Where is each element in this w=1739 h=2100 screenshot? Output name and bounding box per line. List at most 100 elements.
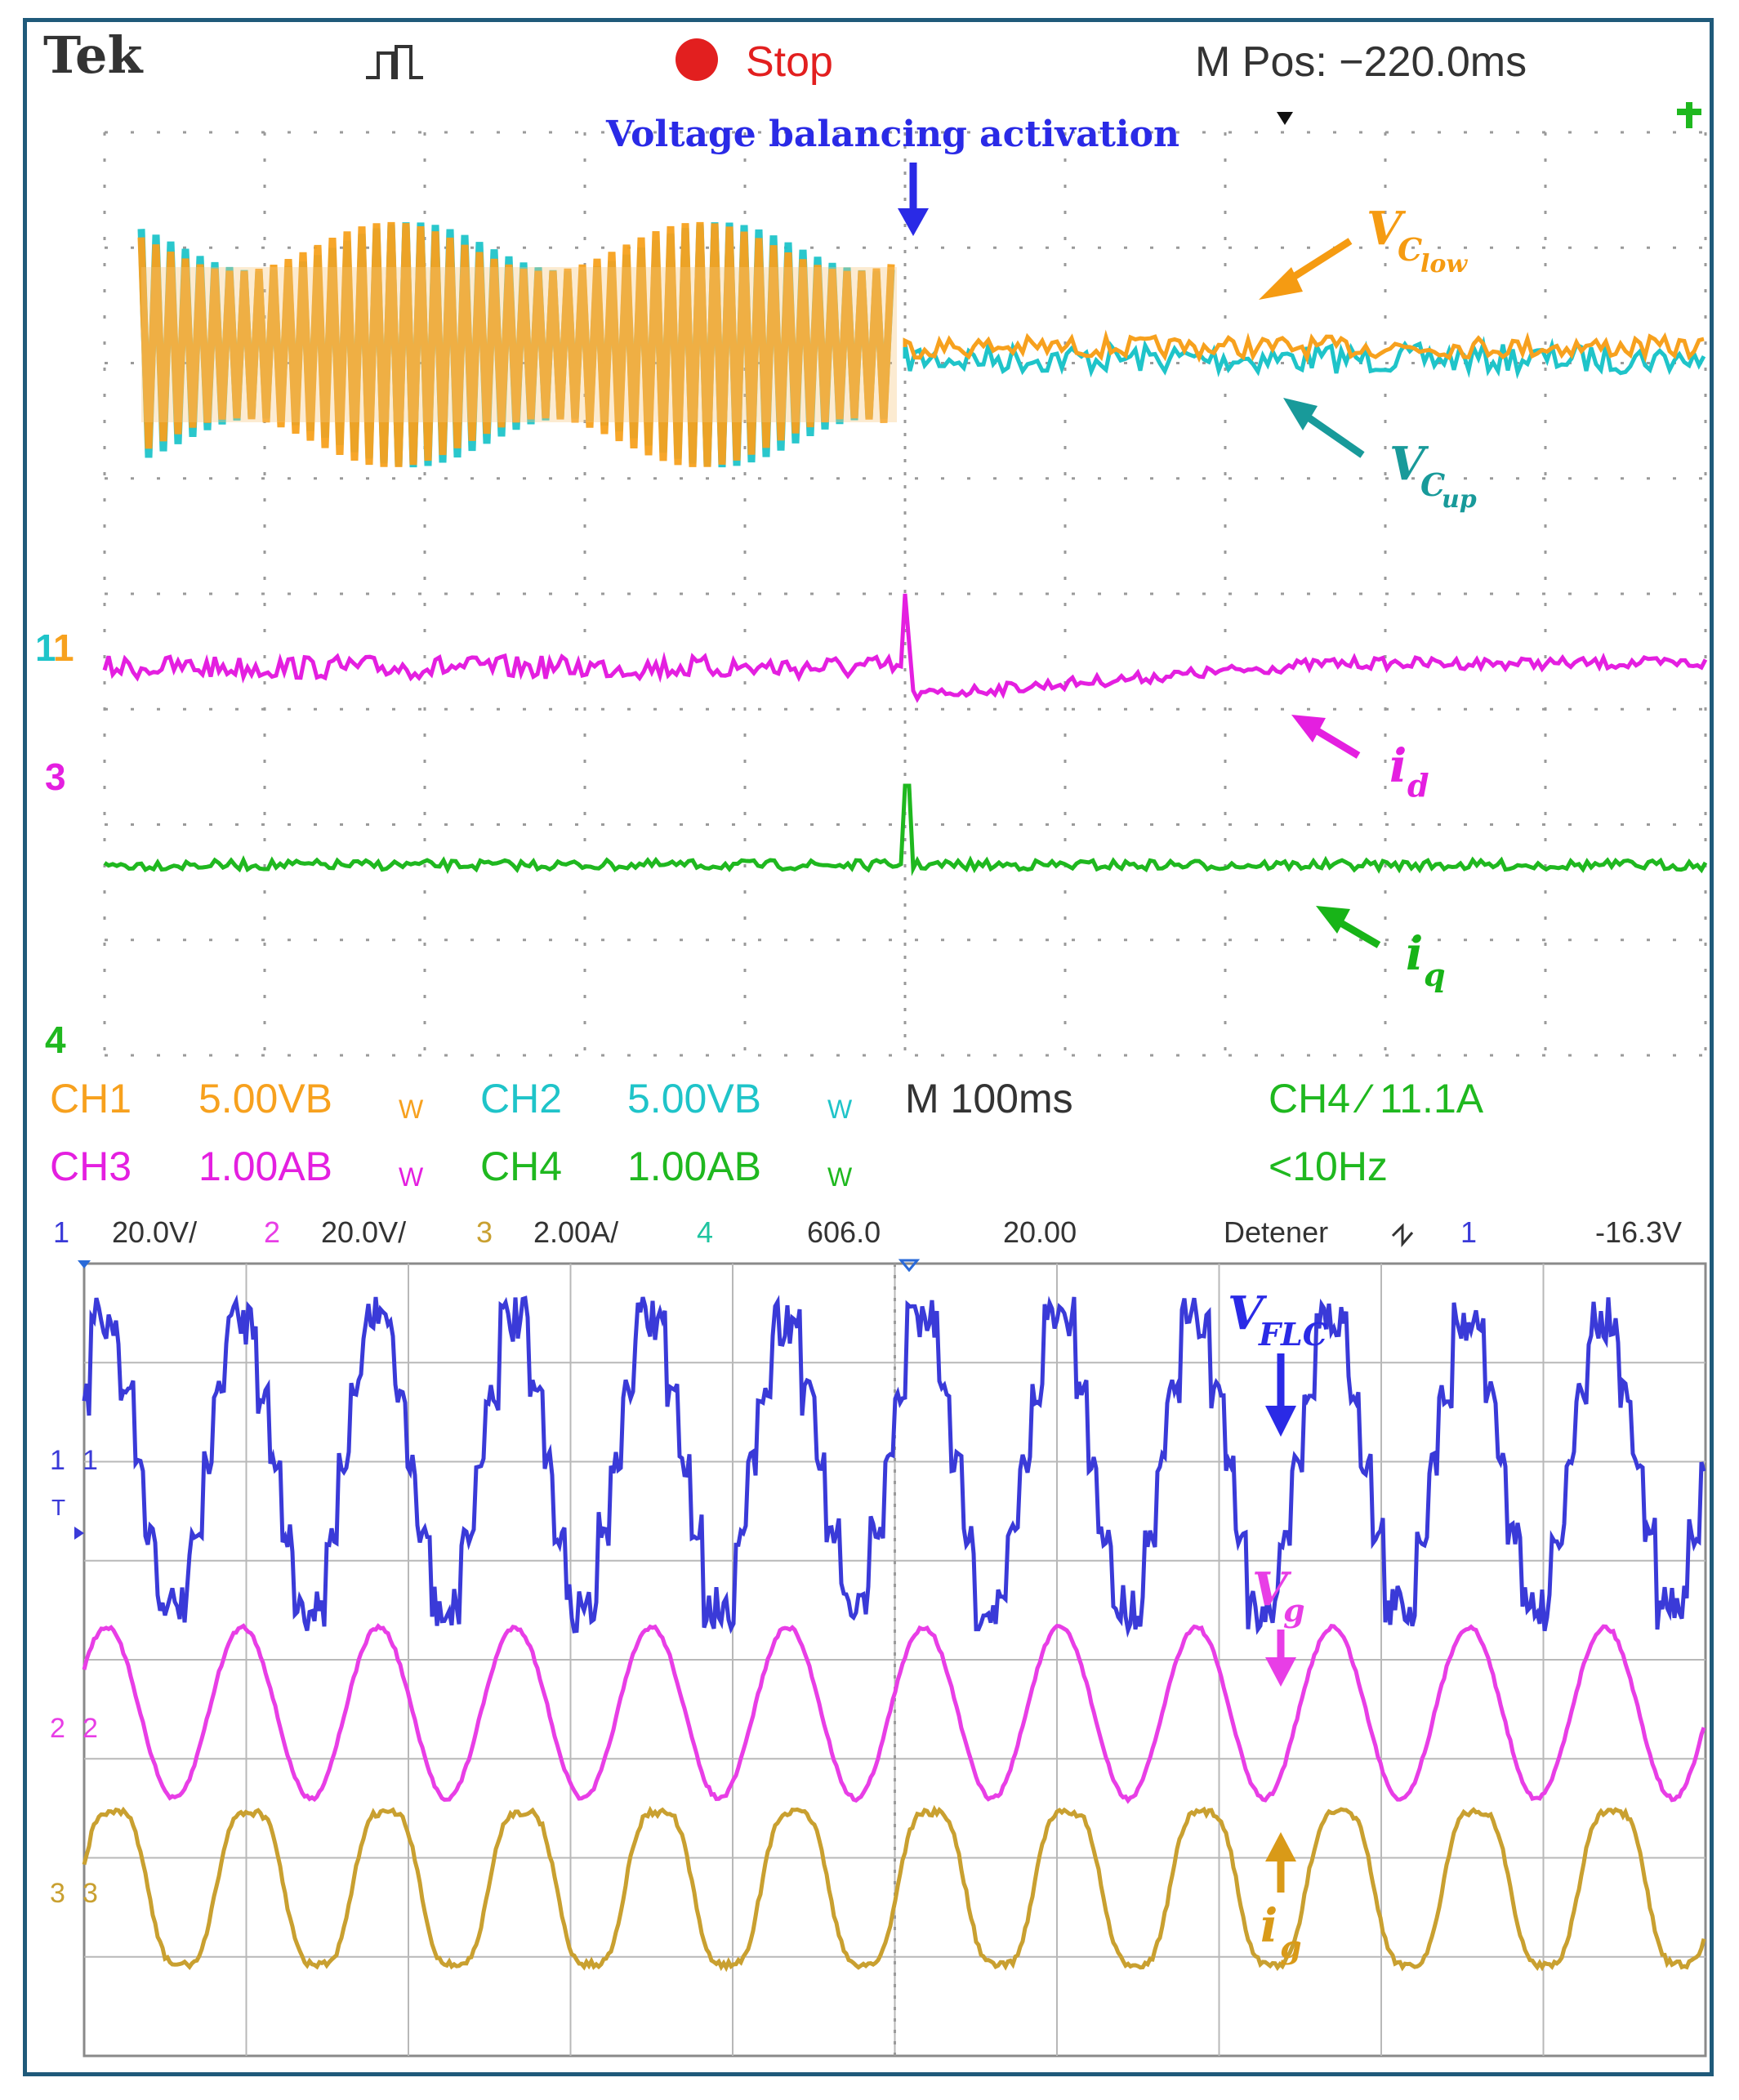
ch4-ground-marker: 4 bbox=[45, 1019, 66, 1061]
id-label-sub: d bbox=[1407, 767, 1429, 804]
vcup-arrow-shaft bbox=[1299, 409, 1365, 458]
s2-trig-level: -16.3V bbox=[1595, 1215, 1682, 1249]
trigger-level-icon bbox=[1677, 102, 1701, 128]
s2-ch1-marker-num: 1 bbox=[82, 1445, 98, 1476]
s2-trig-arrow-icon bbox=[74, 1527, 84, 1540]
vg-arrow-icon bbox=[1265, 1657, 1296, 1687]
trigger-freq-readout: <10Hz bbox=[1269, 1144, 1388, 1189]
s2-trig-marker: T bbox=[51, 1495, 65, 1520]
vclow-trace-before bbox=[137, 221, 895, 467]
ig-label: i g bbox=[1260, 1832, 1302, 1965]
scope2-traces bbox=[82, 1294, 1706, 1973]
scope2-background bbox=[27, 1206, 1710, 2072]
ch1-ground-marker: 1 bbox=[53, 626, 74, 669]
scope1-graticule bbox=[103, 131, 1707, 1057]
s2-ch1-marker: 1 bbox=[50, 1445, 65, 1476]
vclow-label: V C low bbox=[1259, 202, 1468, 300]
vflc-trace bbox=[82, 1294, 1706, 1639]
s2-trigger-edge-icon bbox=[1391, 1223, 1414, 1248]
stop-indicator-icon bbox=[676, 38, 718, 81]
ch4-label: CH4 bbox=[480, 1144, 562, 1189]
vclow-label-sub: C bbox=[1398, 231, 1422, 268]
id-trace bbox=[102, 593, 1708, 703]
vflc-arrow-icon bbox=[1265, 1406, 1296, 1437]
scope1-background bbox=[27, 22, 1710, 1206]
ch1-bw: W bbox=[399, 1095, 424, 1124]
vcup-trace-after bbox=[903, 336, 1706, 380]
scope1-svg: Tek Stop M Pos: −220.0ms 1 1 3 4 Voltage… bbox=[27, 22, 1710, 1206]
trigger-shape-icon bbox=[366, 45, 423, 79]
trigger-readout: CH4 ∕ 11.1A bbox=[1269, 1076, 1484, 1121]
vg-label-main: V bbox=[1252, 1563, 1292, 1616]
ch3-bw: W bbox=[399, 1162, 424, 1192]
ch1-label: CH1 bbox=[50, 1076, 132, 1121]
s2-offset: 606.0 bbox=[807, 1215, 881, 1249]
ch1-scale: 5.00VB bbox=[198, 1076, 332, 1121]
ch3-ground-marker: 3 bbox=[45, 756, 66, 798]
brand-label: Tek bbox=[43, 25, 144, 85]
acq-status: Stop bbox=[746, 38, 833, 86]
timebase-readout: M 100ms bbox=[905, 1076, 1073, 1121]
s2-ch1: 1 bbox=[53, 1215, 69, 1249]
id-label: i d bbox=[1291, 715, 1429, 804]
iq-trace bbox=[103, 783, 1708, 876]
figure-frame: Tek Stop M Pos: −220.0ms 1 1 3 4 Voltage… bbox=[23, 18, 1714, 2076]
ch2-label: CH2 bbox=[480, 1076, 562, 1121]
s2-ch2-marker-num: 2 bbox=[82, 1713, 98, 1744]
s2-ch3-marker-num: 3 bbox=[82, 1878, 98, 1909]
ig-trace bbox=[82, 1804, 1706, 1973]
scope1-traces bbox=[102, 132, 1708, 1055]
ig-label-main: i bbox=[1260, 1899, 1277, 1953]
oscilloscope-keysight: 1 20.0V/ 2 20.0V/ 3 2.00A/ 4 606.0 20.00… bbox=[27, 1206, 1710, 2072]
id-arrow-icon bbox=[1291, 715, 1326, 742]
s2-timebase: 20.00 bbox=[1003, 1215, 1077, 1249]
ch3-scale: 1.00AB bbox=[198, 1144, 332, 1189]
id-label-main: i bbox=[1389, 739, 1407, 793]
s2-ch1-scale: 20.0V/ bbox=[112, 1215, 197, 1249]
iq-label-main: i bbox=[1406, 927, 1423, 981]
vclow-label-subsub: low bbox=[1420, 250, 1468, 279]
s2-ch3-scale: 2.00A/ bbox=[533, 1215, 618, 1249]
vcup-label-main: V bbox=[1389, 437, 1429, 491]
ig-label-sub: g bbox=[1280, 1928, 1302, 1965]
s2-ch3-marker: 3 bbox=[50, 1878, 65, 1909]
vclow-arrow-icon bbox=[1259, 267, 1303, 300]
s2-ch3: 3 bbox=[476, 1215, 493, 1249]
vclow-trace-after bbox=[903, 329, 1705, 364]
vg-label: V g bbox=[1252, 1563, 1305, 1687]
s2-trig-ch: 1 bbox=[1460, 1215, 1477, 1249]
iq-label-sub: q bbox=[1424, 956, 1446, 993]
ch4-scale: 1.00AB bbox=[627, 1144, 761, 1189]
vflc-label-sub: FLC bbox=[1258, 1316, 1327, 1353]
vflc-label-main: V bbox=[1228, 1286, 1268, 1340]
s2-ch2-marker: 2 bbox=[50, 1713, 65, 1744]
vcup-label-sub: C bbox=[1420, 466, 1445, 503]
balancing-arrow-icon bbox=[898, 208, 929, 236]
vcup-label-subsub: up bbox=[1442, 485, 1477, 514]
scope2-svg: 1 20.0V/ 2 20.0V/ 3 2.00A/ 4 606.0 20.00… bbox=[27, 1206, 1710, 2072]
ig-arrow-icon bbox=[1265, 1832, 1296, 1861]
vg-trace bbox=[82, 1623, 1706, 1804]
s2-mode: Detener bbox=[1224, 1215, 1328, 1249]
vg-label-sub: g bbox=[1283, 1592, 1305, 1629]
s2-ch2-scale: 20.0V/ bbox=[321, 1215, 406, 1249]
vcup-label: V C up bbox=[1283, 398, 1477, 514]
vcup-arrow-icon bbox=[1283, 398, 1318, 430]
s2-left-marker-icon bbox=[78, 1260, 91, 1268]
ch2-bw: W bbox=[827, 1095, 853, 1124]
ch2-scale: 5.00VB bbox=[627, 1076, 761, 1121]
s2-trigger-pos-icon bbox=[898, 1259, 921, 1273]
vflc-label: V FLC bbox=[1228, 1286, 1327, 1437]
balancing-annotation: Voltage balancing activation bbox=[605, 114, 1179, 155]
trigger-position-icon bbox=[1277, 112, 1293, 125]
ch3-label: CH3 bbox=[50, 1144, 132, 1189]
mpos-readout: M Pos: −220.0ms bbox=[1195, 38, 1527, 86]
ch4-bw: W bbox=[827, 1162, 853, 1192]
s2-ch4: 4 bbox=[697, 1215, 713, 1249]
s2-ch2: 2 bbox=[264, 1215, 280, 1249]
iq-label: i q bbox=[1316, 906, 1446, 993]
iq-arrow-icon bbox=[1316, 906, 1350, 934]
ch2-ground-marker: 1 bbox=[35, 626, 56, 669]
vclow-envelope-fill bbox=[141, 267, 897, 422]
oscilloscope-tek: Tek Stop M Pos: −220.0ms 1 1 3 4 Voltage… bbox=[27, 22, 1710, 1206]
